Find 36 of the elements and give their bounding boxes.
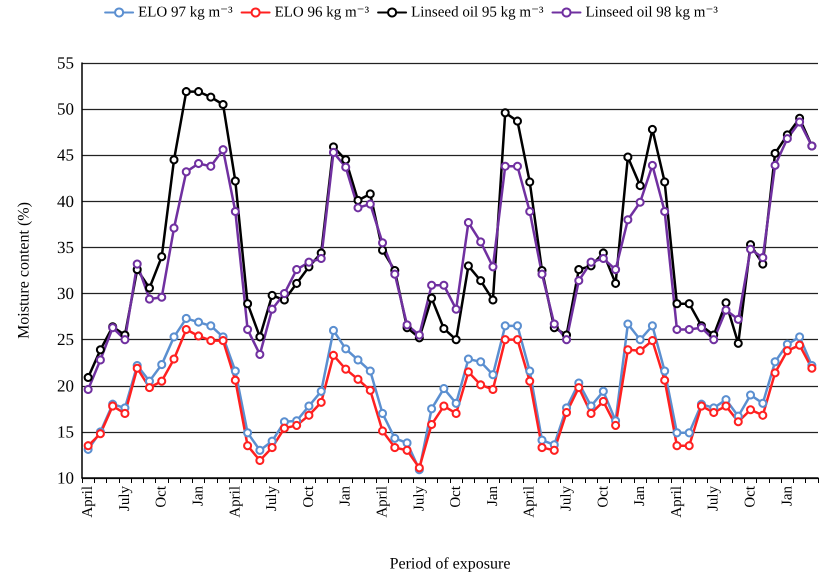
x-tick-label: Jan <box>190 486 207 506</box>
x-tick-label: Oct <box>742 485 759 508</box>
y-tick-label: 55 <box>57 54 74 72</box>
x-tick-label: Oct <box>154 485 170 508</box>
x-tick-label: Oct <box>595 485 612 508</box>
y-tick-label: 25 <box>57 330 74 350</box>
legend-label: Linseed oil 98 kg m⁻³ <box>585 4 718 20</box>
y-tick-label: 40 <box>57 192 74 211</box>
legend-label: Linseed oil 95 kg m⁻³ <box>411 4 544 20</box>
x-tick-label: Jan <box>338 486 354 506</box>
y-tick-label: 15 <box>57 422 74 442</box>
legend-label: ELO 96 kg m⁻³ <box>274 4 370 20</box>
y-tick-label: 10 <box>57 468 74 488</box>
x-tick-label: July <box>264 486 280 512</box>
y-tick-label: 30 <box>57 284 74 304</box>
y-tick-label: 20 <box>57 376 74 396</box>
x-tick-label: April <box>374 486 391 518</box>
x-tick-label: Jan <box>779 486 796 506</box>
legend-label: ELO 97 kg m⁻³ <box>138 4 234 20</box>
x-tick-label: Jan <box>632 486 648 506</box>
x-tick-label: April <box>522 486 538 518</box>
x-tick-label: July <box>558 486 575 512</box>
x-tick-label: July <box>411 486 428 512</box>
y-tick-label: 35 <box>57 238 74 257</box>
y-tick-label: 45 <box>57 146 74 165</box>
x-tick-label: July <box>116 486 133 512</box>
x-tick-label: April <box>80 486 96 518</box>
y-axis-title: Moisture content (%) <box>16 202 32 339</box>
x-tick-label: Oct <box>300 485 317 508</box>
x-axis-title: Period of exposure <box>390 556 510 572</box>
x-tick-label: July <box>706 486 722 512</box>
x-tick-label: Oct <box>448 485 464 508</box>
x-tick-label: April <box>668 486 685 518</box>
x-tick-label: Jan <box>484 486 501 506</box>
y-tick-label: 50 <box>57 100 74 119</box>
x-tick-label: April <box>227 486 244 518</box>
